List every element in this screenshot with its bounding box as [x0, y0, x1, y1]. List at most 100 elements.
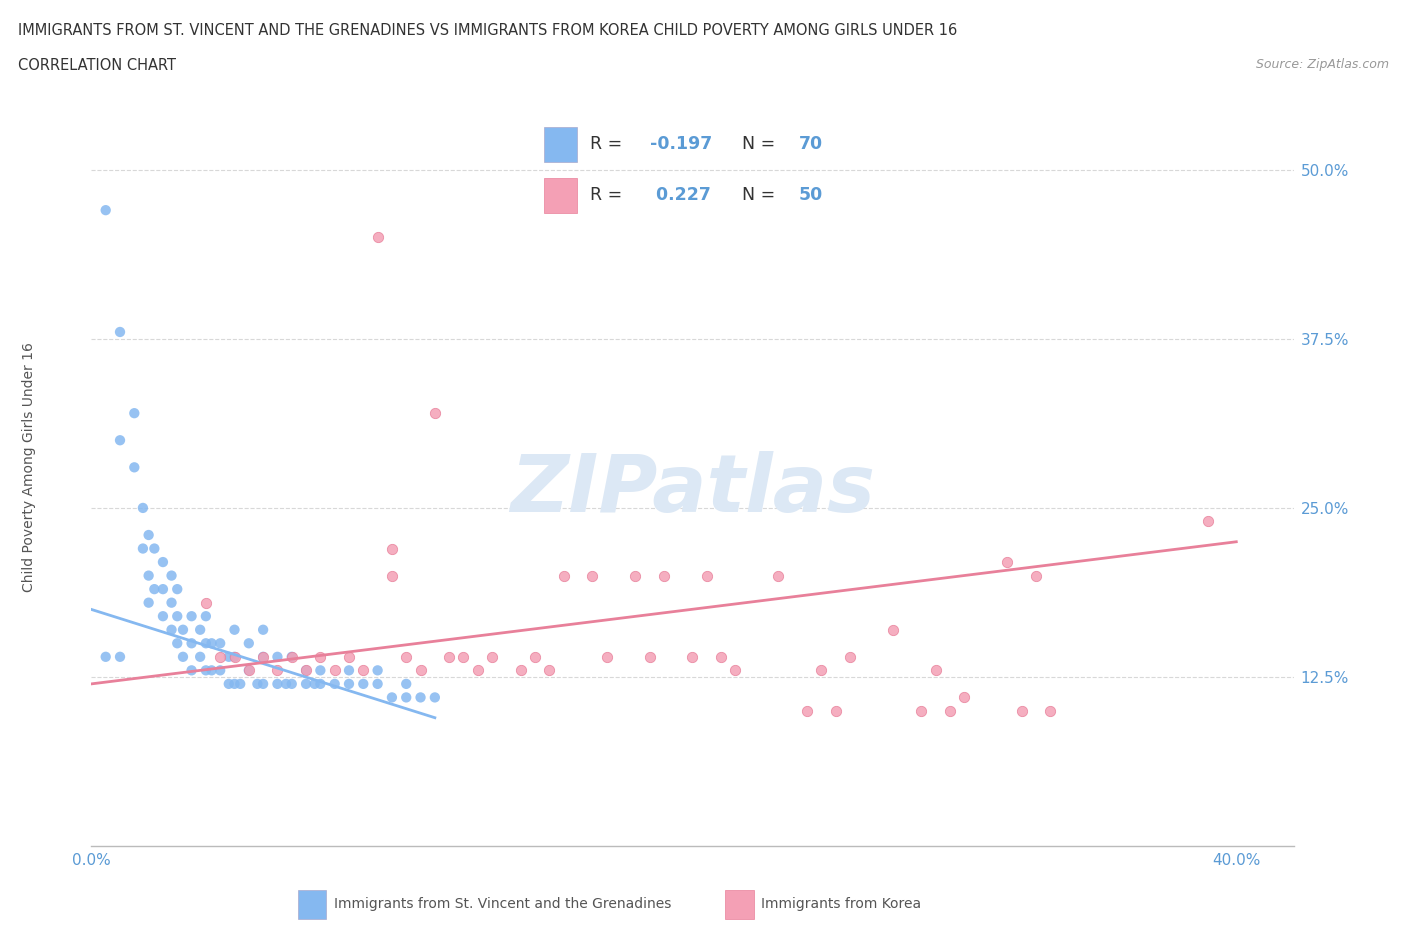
Point	[652, 568, 675, 583]
Point	[581, 568, 603, 583]
Point	[995, 554, 1018, 569]
Point	[381, 568, 404, 583]
Point	[166, 636, 188, 651]
Point	[246, 676, 269, 691]
Point	[194, 609, 217, 624]
Point	[409, 663, 432, 678]
Point	[180, 663, 202, 678]
Point	[423, 690, 446, 705]
Point	[132, 541, 155, 556]
Point	[138, 568, 160, 583]
Point	[180, 609, 202, 624]
Point	[395, 690, 418, 705]
Point	[160, 568, 183, 583]
Point	[224, 676, 246, 691]
Point	[229, 676, 252, 691]
Point	[824, 703, 846, 718]
Point	[1197, 514, 1219, 529]
Point	[152, 609, 174, 624]
Point	[423, 405, 446, 420]
Point	[553, 568, 575, 583]
Text: Source: ZipAtlas.com: Source: ZipAtlas.com	[1256, 58, 1389, 71]
Point	[108, 325, 131, 339]
Point	[337, 663, 360, 678]
Point	[295, 676, 318, 691]
Text: R =: R =	[591, 186, 628, 205]
Text: 50: 50	[799, 186, 823, 205]
Point	[266, 649, 288, 664]
Point	[132, 500, 155, 515]
Point	[838, 649, 860, 664]
Point	[266, 663, 288, 678]
Text: 0.227: 0.227	[650, 186, 711, 205]
Point	[624, 568, 647, 583]
Text: CORRELATION CHART: CORRELATION CHART	[18, 58, 176, 73]
Point	[437, 649, 460, 664]
Point	[188, 649, 211, 664]
Point	[274, 676, 297, 691]
Point	[160, 622, 183, 637]
Point	[1025, 568, 1047, 583]
Text: 70: 70	[799, 135, 823, 153]
Point	[172, 622, 194, 637]
Point	[1039, 703, 1062, 718]
Point	[194, 595, 217, 610]
Point	[124, 405, 146, 420]
Point	[252, 622, 274, 637]
Point	[152, 554, 174, 569]
Text: N =: N =	[742, 186, 782, 205]
Point	[266, 676, 288, 691]
Point	[138, 527, 160, 542]
Text: Immigrants from St. Vincent and the Grenadines: Immigrants from St. Vincent and the Gren…	[335, 897, 672, 911]
Point	[453, 649, 475, 664]
Point	[352, 676, 374, 691]
Point	[796, 703, 818, 718]
Point	[509, 663, 531, 678]
Point	[180, 636, 202, 651]
Point	[94, 649, 117, 664]
Point	[681, 649, 703, 664]
Point	[238, 663, 260, 678]
Point	[166, 581, 188, 596]
Point	[108, 649, 131, 664]
Point	[481, 649, 503, 664]
Point	[309, 676, 332, 691]
Point	[209, 649, 232, 664]
Point	[172, 649, 194, 664]
Point	[367, 230, 389, 245]
Point	[323, 663, 346, 678]
Point	[381, 541, 404, 556]
Text: ZIPatlas: ZIPatlas	[510, 451, 875, 529]
Point	[295, 663, 318, 678]
Point	[467, 663, 489, 678]
Point	[925, 663, 948, 678]
Point	[939, 703, 962, 718]
Point	[143, 581, 166, 596]
Text: Immigrants from Korea: Immigrants from Korea	[762, 897, 921, 911]
Point	[768, 568, 790, 583]
Point	[152, 581, 174, 596]
Point	[1011, 703, 1033, 718]
Point	[252, 649, 274, 664]
Point	[108, 432, 131, 447]
Point	[94, 203, 117, 218]
Point	[218, 649, 240, 664]
Point	[201, 663, 224, 678]
Point	[953, 690, 976, 705]
Point	[524, 649, 547, 664]
Point	[810, 663, 832, 678]
Point	[188, 622, 211, 637]
Point	[209, 663, 232, 678]
Y-axis label: Child Poverty Among Girls Under 16: Child Poverty Among Girls Under 16	[22, 342, 37, 592]
Point	[337, 649, 360, 664]
Point	[281, 676, 304, 691]
Point	[395, 649, 418, 664]
Point	[281, 649, 304, 664]
Text: N =: N =	[742, 135, 782, 153]
Bar	[544, 126, 578, 162]
Point	[595, 649, 617, 664]
Text: -0.197: -0.197	[650, 135, 713, 153]
Bar	[298, 890, 326, 919]
Point	[304, 676, 326, 691]
Point	[218, 676, 240, 691]
